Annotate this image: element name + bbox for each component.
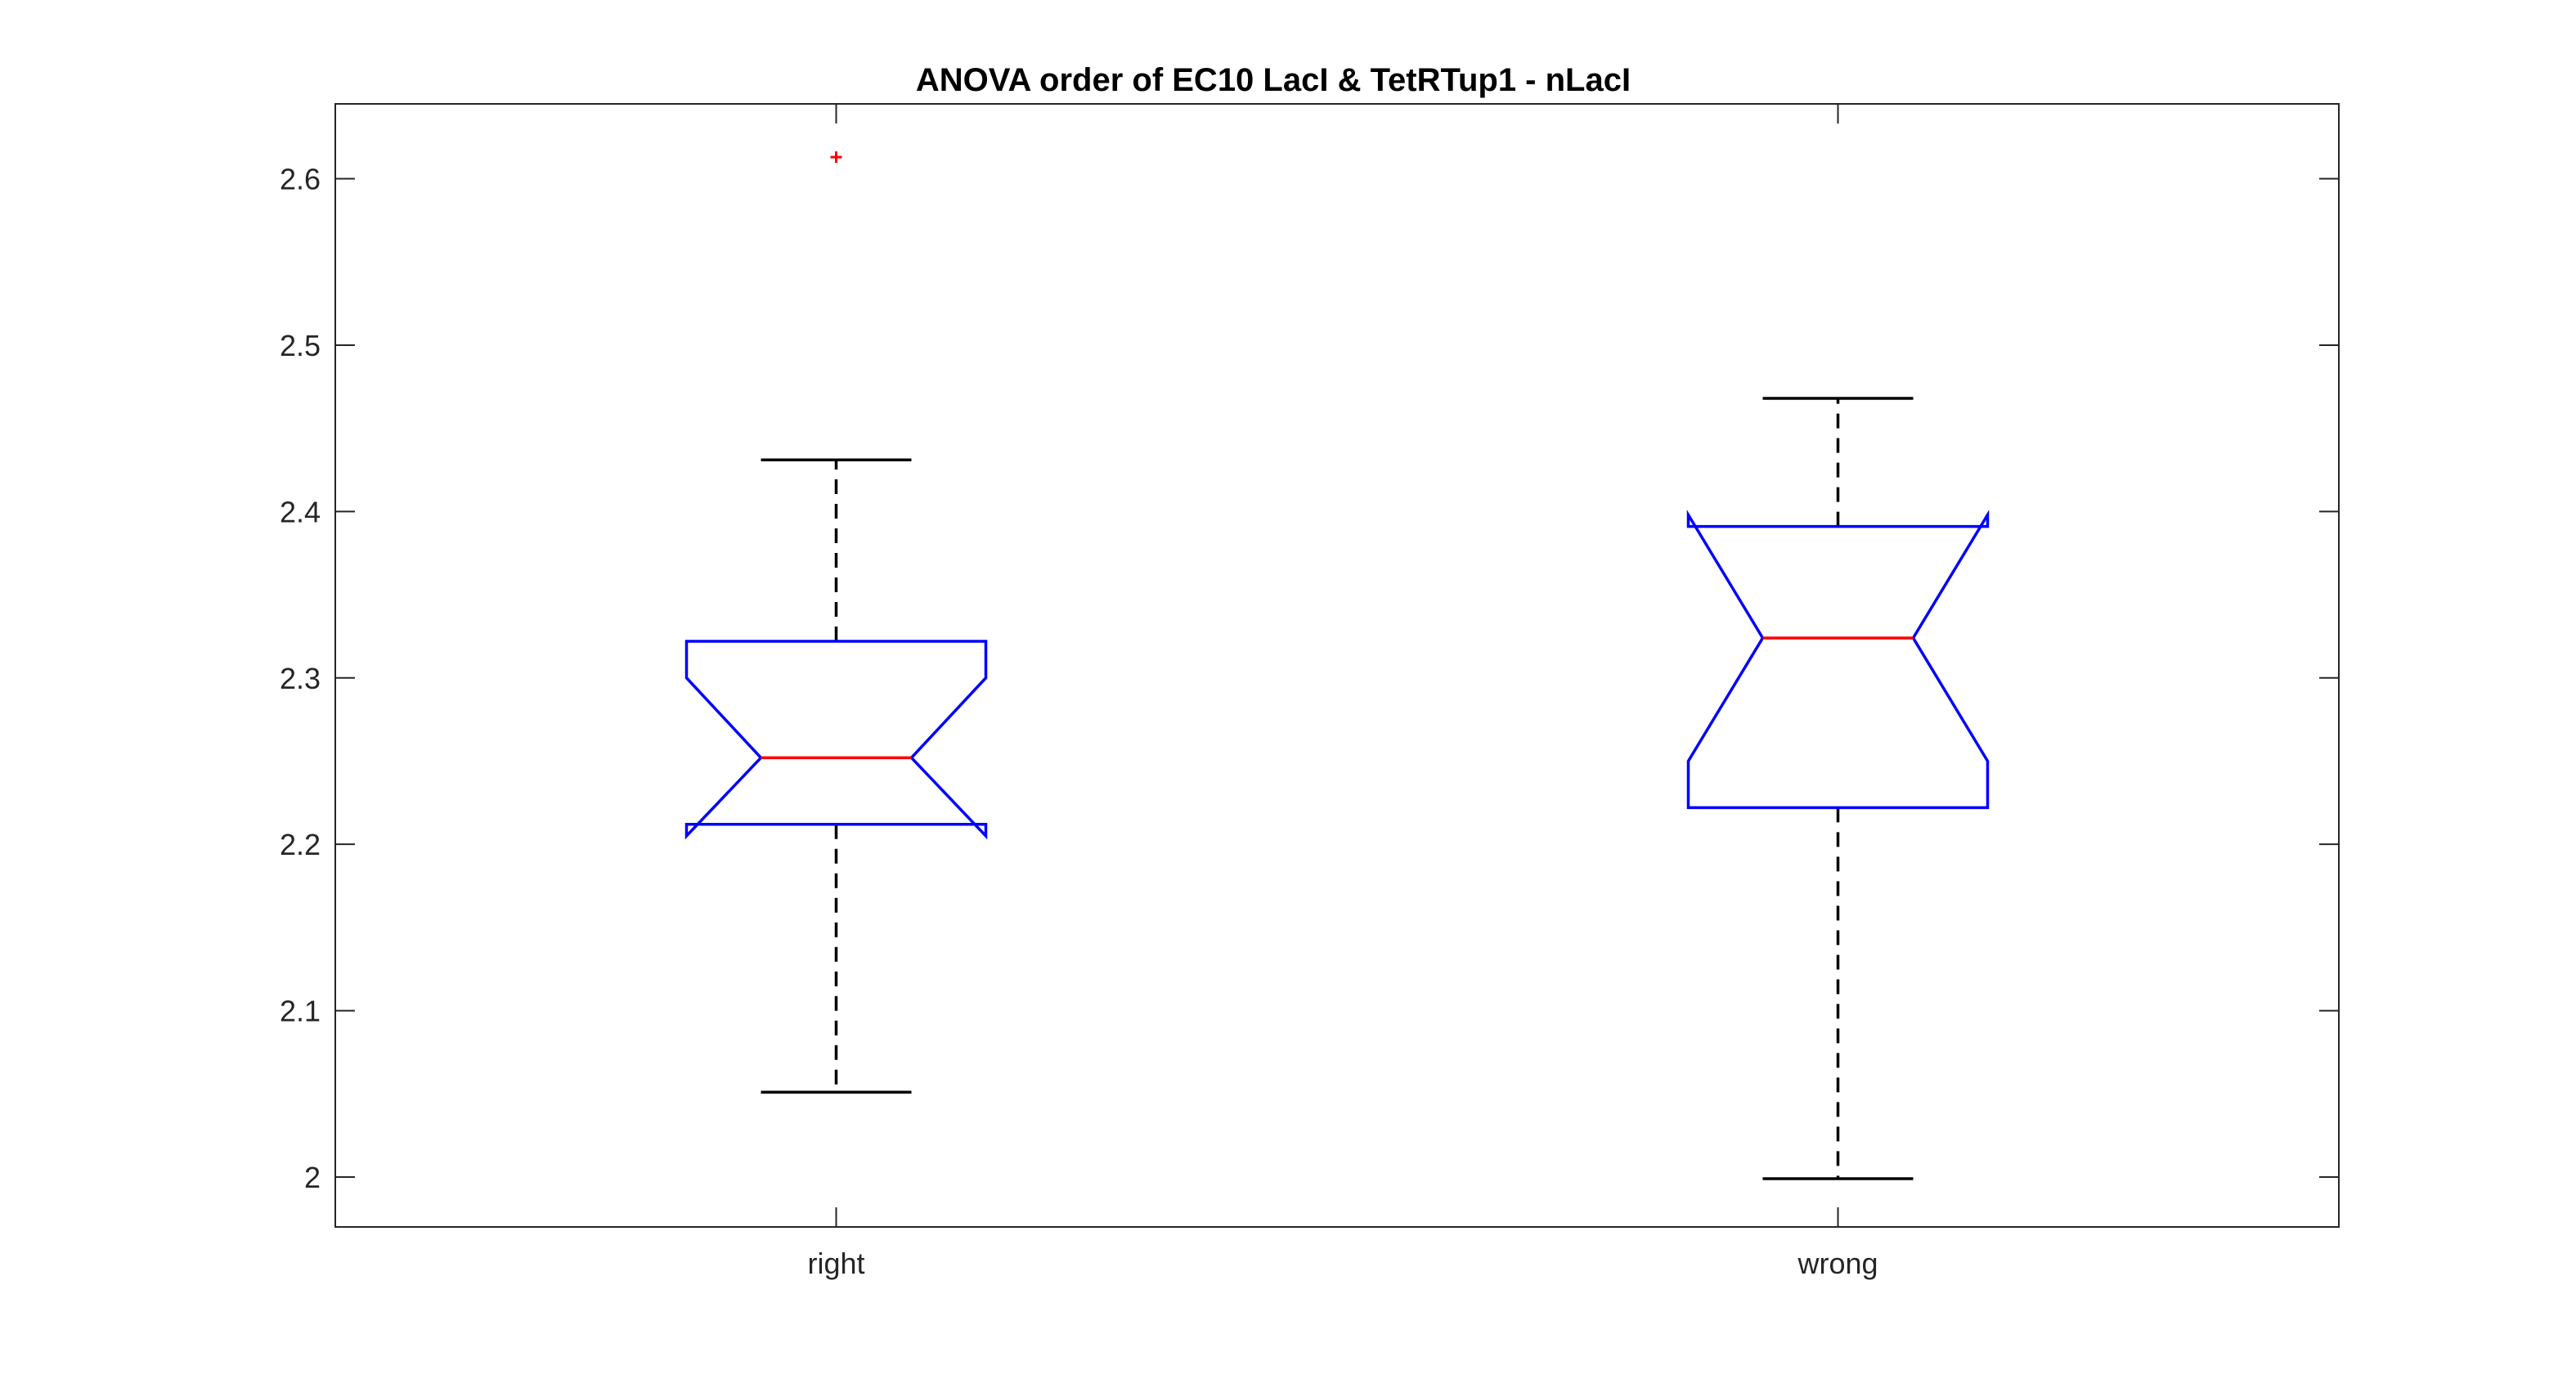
box-right — [684, 151, 988, 1094]
y-tick-label: 2.3 — [280, 662, 321, 695]
chart-title: ANOVA order of EC10 LacI & TetRTup1 - nL… — [916, 62, 1631, 98]
box-outline — [1686, 510, 1990, 810]
y-tick-label: 2.4 — [280, 495, 321, 528]
y-tick-label: 2.6 — [280, 163, 321, 196]
y-tick-label: 2.2 — [280, 828, 321, 861]
plot-area — [334, 103, 2340, 1228]
y-tick-label: 2.5 — [280, 329, 321, 362]
ticks-layer: 2 2.1 2.2 2.3 2.4 2.5 2.6 right wrong — [280, 104, 2339, 1280]
outlier-point — [830, 151, 842, 164]
y-tick-label: 2.1 — [280, 995, 321, 1028]
box-wrong — [1686, 397, 1990, 1180]
box-outline — [684, 640, 988, 840]
boxes-layer — [684, 151, 1990, 1180]
x-tick-label: wrong — [1797, 1247, 1878, 1280]
x-tick-label: right — [807, 1247, 864, 1280]
y-tick-label: 2 — [304, 1161, 321, 1194]
